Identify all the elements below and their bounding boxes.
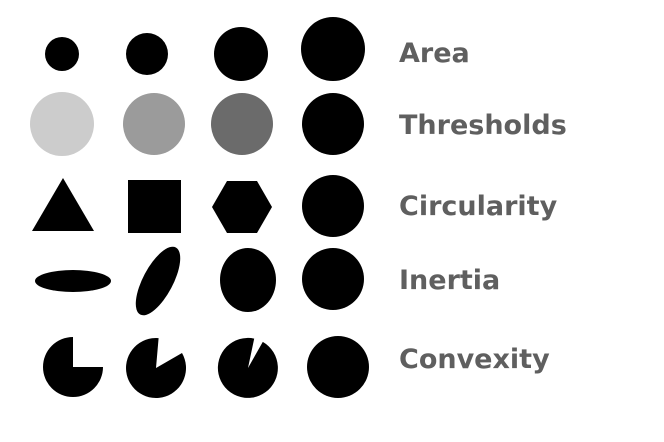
wedge-cut-circle-icon [126,337,187,398]
light-gray-circle-icon [30,92,94,156]
row-label-convexity: Convexity [399,344,550,375]
hexagon-icon [212,181,272,233]
black-circle-icon [302,93,364,155]
flat-ellipse-icon [35,270,111,292]
dark-gray-circle-icon [211,93,273,155]
row-label-inertia: Inertia [399,265,500,296]
row-thresholds: Thresholds [30,92,567,156]
largest-circle-icon [301,17,365,81]
small-circle-icon [45,37,79,71]
row-label-circularity: Circularity [399,191,558,222]
medium-circle-icon [126,33,168,75]
large-circle-icon [214,27,268,81]
gray-circle-icon [123,93,185,155]
round-circle-icon [302,248,364,310]
row-inertia: Inertia [35,246,500,316]
row-convexity: Convexity [43,336,550,398]
row-label-area: Area [399,38,470,69]
tilted-ellipse-icon [135,246,181,316]
notch-cut-circle-icon [217,337,278,398]
row-label-thresholds: Thresholds [399,110,567,141]
circle-icon [302,175,364,237]
square-icon [128,180,181,233]
triangle-icon [32,178,94,231]
full-circle-icon [307,336,369,398]
row-area: Area [45,17,470,81]
near-round-ellipse-icon [220,248,276,312]
row-circularity: Circularity [32,175,558,237]
quarter-cut-circle-icon [43,337,103,397]
